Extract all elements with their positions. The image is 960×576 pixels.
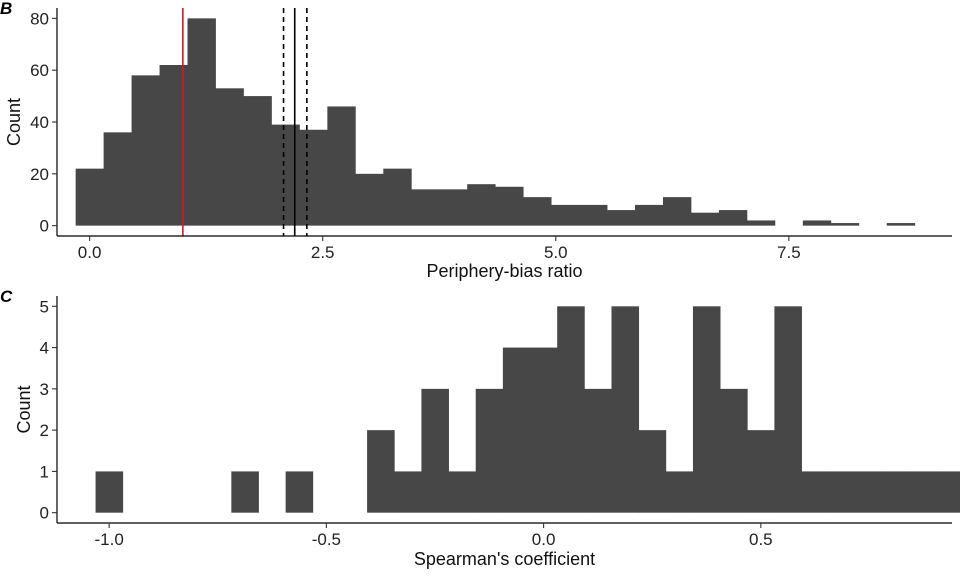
histogram-bar xyxy=(75,168,105,226)
panel-b-periphery-bias-histogram: 0 20 40 60 80 0.0 2.5 5.0 7.5 Periphery-bias rati… xyxy=(0,0,952,281)
histogram-bar xyxy=(495,186,524,226)
histogram-bar xyxy=(187,18,216,226)
histogram-bar xyxy=(886,223,916,226)
histogram-bar xyxy=(215,88,244,226)
histogram-bar xyxy=(475,388,504,513)
histogram-bar xyxy=(718,210,748,226)
histogram-bar xyxy=(448,471,477,513)
histogram-bar xyxy=(502,347,531,513)
histogram-bar xyxy=(327,106,356,226)
histogram-bar xyxy=(439,189,468,226)
histogram-bar xyxy=(411,189,440,226)
histogram-bar xyxy=(747,430,775,513)
y-tick-label: 2 xyxy=(40,421,49,440)
histogram-bar xyxy=(665,471,694,513)
histogram-bar xyxy=(243,96,272,226)
histogram-bar xyxy=(285,471,314,513)
histogram-bar xyxy=(231,471,259,513)
histogram-bar xyxy=(774,306,802,513)
x-tick-label: 2.5 xyxy=(311,243,335,262)
y-tick-label: 40 xyxy=(30,113,49,132)
histogram-bar xyxy=(746,220,776,226)
histogram-bar xyxy=(523,197,552,226)
x-axis-title: Periphery-bias ratio xyxy=(426,261,582,281)
histogram-bar xyxy=(720,388,748,513)
histogram-bar xyxy=(830,223,860,226)
histogram-bar xyxy=(883,471,911,513)
histogram-bar xyxy=(271,124,300,226)
histogram-bar xyxy=(690,212,720,226)
histogram-bar xyxy=(530,347,558,513)
histogram-bar xyxy=(355,173,384,226)
histogram-bar xyxy=(801,471,830,513)
x-tick-label: 7.5 xyxy=(777,243,801,262)
x-tick-label: 5.0 xyxy=(544,243,568,262)
histogram-bar xyxy=(367,430,395,513)
x-tick-label: 0.0 xyxy=(532,530,556,549)
y-tick-label: 60 xyxy=(30,61,49,80)
histogram-bar xyxy=(910,471,938,513)
histogram-bar xyxy=(635,204,664,226)
y-tick-label: 5 xyxy=(40,297,49,316)
histogram-bar xyxy=(802,220,832,226)
x-tick-label: -0.5 xyxy=(312,530,341,549)
histogram-bar xyxy=(421,388,449,513)
histogram-bar xyxy=(557,306,585,513)
panel-label: C xyxy=(0,287,13,306)
histogram-bar xyxy=(103,132,132,226)
histogram-bar xyxy=(638,430,667,513)
y-axis-title: Count xyxy=(4,98,24,146)
histogram-bar xyxy=(937,471,960,513)
panel-c-spearman-histogram: 0 1 2 3 4 5 -1.0 -0.5 0.0 0.5 Spearman's coefficie… xyxy=(0,287,960,569)
y-tick-label: 0 xyxy=(40,504,49,523)
x-tick-label: 0.5 xyxy=(749,530,773,549)
histogram-bar xyxy=(159,65,188,226)
x-tick-label: -1.0 xyxy=(94,530,123,549)
histogram-bar xyxy=(467,184,496,226)
y-tick-label: 1 xyxy=(40,462,49,481)
panel-label: B xyxy=(0,0,12,18)
y-axis-title: Count xyxy=(14,385,34,433)
histogram-bar xyxy=(579,204,608,226)
histogram-bar xyxy=(611,306,640,513)
x-tick-label: 0.0 xyxy=(78,243,102,262)
histogram-bar xyxy=(828,471,857,513)
histogram-bar xyxy=(299,129,328,226)
histogram-bar xyxy=(692,306,721,513)
y-tick-label: 3 xyxy=(40,380,49,399)
histogram-bar xyxy=(131,75,160,226)
y-tick-label: 80 xyxy=(30,9,49,28)
histogram-bar xyxy=(584,388,612,513)
histogram-bar xyxy=(551,204,580,226)
histogram-bar xyxy=(607,210,636,226)
x-axis-title: Spearman's coefficient xyxy=(414,549,595,569)
histogram-bar xyxy=(394,471,422,513)
y-tick-label: 4 xyxy=(40,339,49,358)
histogram-bar xyxy=(383,168,412,226)
y-tick-label: 20 xyxy=(30,165,49,184)
histogram-bar xyxy=(95,471,124,513)
histogram-bar xyxy=(855,471,884,513)
histogram-bar xyxy=(662,197,692,226)
y-tick-label: 0 xyxy=(40,217,49,236)
